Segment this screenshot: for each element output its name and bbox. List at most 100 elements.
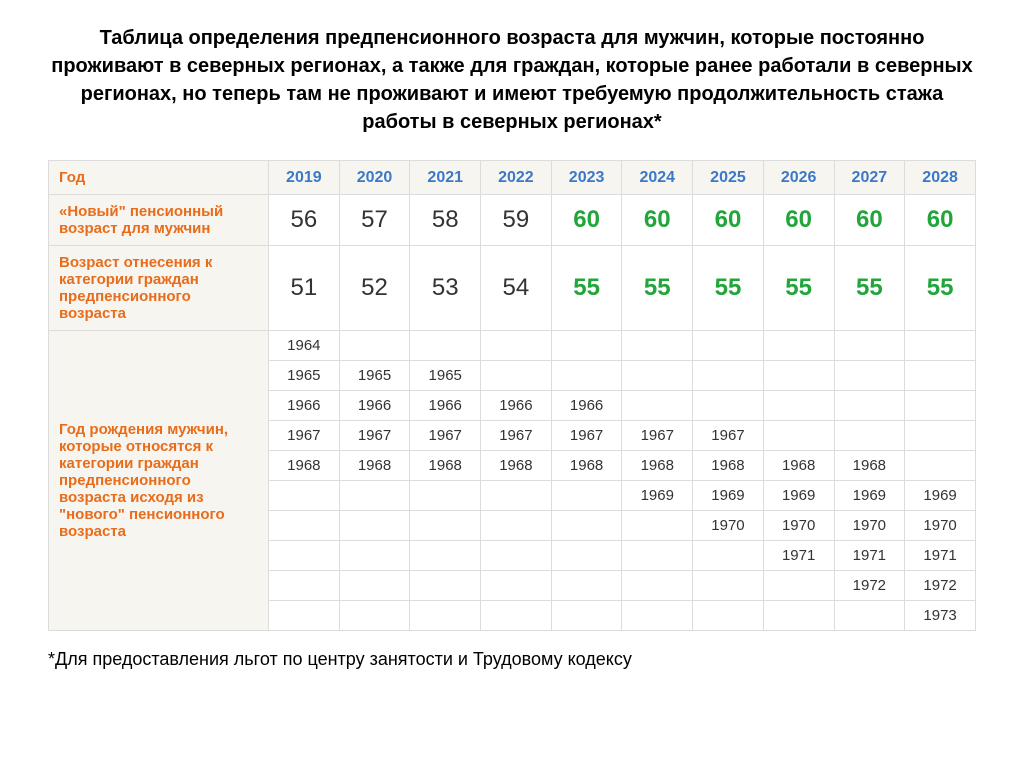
empty-cell	[622, 571, 693, 601]
birthyear-cell: 1970	[905, 511, 976, 541]
empty-cell	[481, 481, 552, 511]
birthyear-cell: 1968	[481, 451, 552, 481]
empty-cell	[905, 451, 976, 481]
value-cell: 60	[693, 195, 764, 246]
value-cell: 55	[551, 246, 622, 331]
birthyear-cell: 1966	[339, 391, 410, 421]
birthyear-cell: 1966	[410, 391, 481, 421]
empty-cell	[622, 601, 693, 631]
value-cell: 55	[622, 246, 693, 331]
birthyear-cell: 1965	[269, 361, 340, 391]
value-cell: 55	[763, 246, 834, 331]
birthyear-cell: 1965	[410, 361, 481, 391]
birthyear-cell: 1971	[905, 541, 976, 571]
birthyear-cell: 1966	[269, 391, 340, 421]
row-label: «Новый" пенсионный возраст для мужчин	[49, 195, 269, 246]
empty-cell	[410, 571, 481, 601]
empty-cell	[693, 601, 764, 631]
empty-cell	[693, 541, 764, 571]
birthyear-cell: 1968	[622, 451, 693, 481]
row-label: Возраст отнесения к категории граждан пр…	[49, 246, 269, 331]
birthyear-cell: 1969	[905, 481, 976, 511]
birthyear-cell: 1967	[622, 421, 693, 451]
row-label-birthyears: Год рождения мужчин, которые относятся к…	[49, 331, 269, 631]
row-label-year: Год	[49, 161, 269, 195]
empty-cell	[339, 331, 410, 361]
empty-cell	[410, 511, 481, 541]
footnote: *Для предоставления льгот по центру заня…	[48, 649, 976, 670]
birthyear-cell: 1970	[693, 511, 764, 541]
birthyear-cell: 1968	[339, 451, 410, 481]
birthyear-cell: 1968	[834, 451, 905, 481]
year-header: 2022	[481, 161, 552, 195]
empty-cell	[763, 391, 834, 421]
empty-cell	[763, 331, 834, 361]
empty-cell	[834, 601, 905, 631]
birthyear-cell: 1971	[834, 541, 905, 571]
empty-cell	[622, 541, 693, 571]
birthyear-cell: 1968	[410, 451, 481, 481]
empty-cell	[481, 511, 552, 541]
empty-cell	[834, 331, 905, 361]
empty-cell	[763, 601, 834, 631]
empty-cell	[693, 331, 764, 361]
value-cell: 55	[905, 246, 976, 331]
empty-cell	[551, 571, 622, 601]
empty-cell	[551, 361, 622, 391]
empty-cell	[551, 511, 622, 541]
empty-cell	[763, 421, 834, 451]
year-header: 2025	[693, 161, 764, 195]
birthyear-cell: 1967	[481, 421, 552, 451]
empty-cell	[693, 571, 764, 601]
year-header: 2027	[834, 161, 905, 195]
empty-cell	[834, 391, 905, 421]
value-cell: 57	[339, 195, 410, 246]
empty-cell	[410, 601, 481, 631]
empty-cell	[481, 331, 552, 361]
empty-cell	[269, 601, 340, 631]
empty-cell	[622, 331, 693, 361]
value-cell: 60	[905, 195, 976, 246]
birthyear-cell: 1968	[269, 451, 340, 481]
empty-cell	[481, 361, 552, 391]
year-header: 2020	[339, 161, 410, 195]
year-header: 2021	[410, 161, 481, 195]
value-cell: 52	[339, 246, 410, 331]
value-cell: 55	[834, 246, 905, 331]
pension-table: Год2019202020212022202320242025202620272…	[48, 160, 976, 631]
empty-cell	[551, 541, 622, 571]
birthyear-cell: 1967	[410, 421, 481, 451]
empty-cell	[622, 361, 693, 391]
birthyear-cell: 1969	[834, 481, 905, 511]
year-header: 2023	[551, 161, 622, 195]
empty-cell	[269, 571, 340, 601]
birthyear-cell: 1973	[905, 601, 976, 631]
birthyear-cell: 1967	[551, 421, 622, 451]
year-header: 2028	[905, 161, 976, 195]
value-cell: 51	[269, 246, 340, 331]
value-cell: 60	[834, 195, 905, 246]
value-cell: 56	[269, 195, 340, 246]
birthyear-cell: 1966	[481, 391, 552, 421]
value-cell: 60	[551, 195, 622, 246]
page-title: Таблица определения предпенсионного возр…	[48, 24, 976, 136]
empty-cell	[905, 361, 976, 391]
birthyear-cell: 1967	[339, 421, 410, 451]
empty-cell	[481, 601, 552, 631]
empty-cell	[269, 541, 340, 571]
value-cell: 55	[693, 246, 764, 331]
empty-cell	[763, 361, 834, 391]
value-cell: 53	[410, 246, 481, 331]
birthyear-cell: 1969	[693, 481, 764, 511]
value-cell: 60	[763, 195, 834, 246]
value-cell: 58	[410, 195, 481, 246]
empty-cell	[693, 361, 764, 391]
empty-cell	[481, 541, 552, 571]
birthyear-cell: 1969	[763, 481, 834, 511]
empty-cell	[339, 571, 410, 601]
birthyear-cell: 1965	[339, 361, 410, 391]
birthyear-cell: 1966	[551, 391, 622, 421]
empty-cell	[693, 391, 764, 421]
birthyear-cell: 1972	[905, 571, 976, 601]
year-header: 2024	[622, 161, 693, 195]
